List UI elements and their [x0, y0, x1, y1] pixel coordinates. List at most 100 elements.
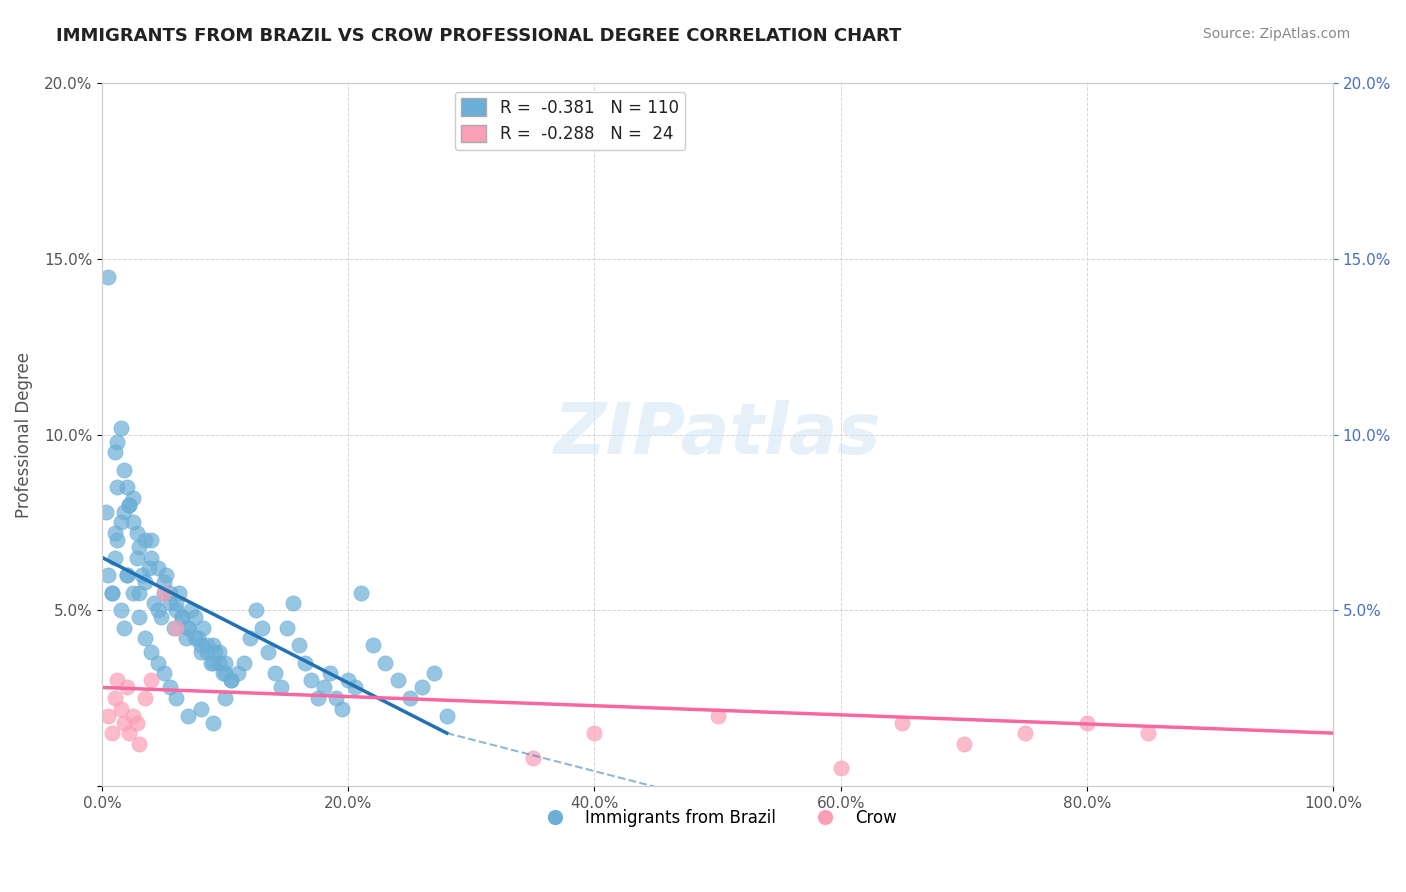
Point — [201, 656, 224, 670]
Point — [211, 666, 233, 681]
Point — [221, 673, 243, 688]
Point — [150, 610, 173, 624]
Point — [165, 596, 187, 610]
Point — [387, 673, 409, 688]
Point — [190, 638, 212, 652]
Point — [134, 533, 156, 547]
Point — [159, 585, 181, 599]
Point — [110, 420, 132, 434]
Point — [162, 621, 184, 635]
Point — [204, 645, 226, 659]
Point — [214, 666, 236, 681]
Point — [307, 691, 329, 706]
Point — [583, 726, 606, 740]
Point — [128, 610, 150, 624]
Point — [159, 681, 181, 695]
Text: ZIPatlas: ZIPatlas — [554, 401, 882, 469]
Point — [343, 681, 366, 695]
Point — [399, 691, 422, 706]
Point — [105, 673, 128, 688]
Point — [294, 656, 316, 670]
Point — [276, 621, 298, 635]
Point — [122, 585, 145, 599]
Point — [146, 656, 169, 670]
Point — [183, 632, 205, 646]
Point — [142, 596, 165, 610]
Point — [101, 585, 124, 599]
Point — [125, 715, 148, 730]
Point — [830, 761, 852, 775]
Point — [411, 681, 433, 695]
Point — [208, 645, 231, 659]
Point — [180, 603, 202, 617]
Point — [312, 681, 335, 695]
Point — [330, 701, 353, 715]
Point — [250, 621, 273, 635]
Point — [97, 708, 120, 723]
Point — [167, 585, 190, 599]
Point — [146, 603, 169, 617]
Point — [288, 638, 311, 652]
Point — [195, 645, 218, 659]
Point — [103, 525, 125, 540]
Point — [110, 516, 132, 530]
Point — [706, 708, 728, 723]
Point — [112, 715, 135, 730]
Point — [112, 505, 135, 519]
Point — [110, 701, 132, 715]
Point — [125, 525, 148, 540]
Point — [105, 480, 128, 494]
Point — [152, 575, 174, 590]
Point — [191, 621, 214, 635]
Point — [232, 656, 254, 670]
Point — [141, 673, 163, 688]
Point — [115, 480, 138, 494]
Point — [299, 673, 322, 688]
Point — [110, 603, 132, 617]
Point — [183, 610, 205, 624]
Point — [97, 269, 120, 284]
Point — [201, 715, 224, 730]
Point — [131, 568, 153, 582]
Point — [201, 638, 224, 652]
Point — [118, 498, 141, 512]
Point — [138, 561, 160, 575]
Point — [134, 691, 156, 706]
Point — [952, 737, 974, 751]
Point — [152, 666, 174, 681]
Point — [101, 585, 124, 599]
Point — [115, 568, 138, 582]
Point — [122, 516, 145, 530]
Point — [374, 656, 396, 670]
Point — [115, 681, 138, 695]
Point — [281, 596, 304, 610]
Point — [436, 708, 458, 723]
Point — [141, 645, 163, 659]
Point — [325, 691, 347, 706]
Point — [361, 638, 384, 652]
Point — [190, 645, 212, 659]
Point — [195, 638, 218, 652]
Point — [245, 603, 267, 617]
Point — [319, 666, 342, 681]
Point — [263, 666, 285, 681]
Point — [226, 666, 249, 681]
Point — [112, 621, 135, 635]
Point — [152, 585, 174, 599]
Y-axis label: Professional Degree: Professional Degree — [15, 351, 32, 517]
Point — [165, 603, 187, 617]
Point — [125, 550, 148, 565]
Point — [172, 610, 194, 624]
Point — [337, 673, 360, 688]
Point — [159, 596, 181, 610]
Point — [214, 691, 236, 706]
Point — [134, 575, 156, 590]
Point — [94, 505, 117, 519]
Text: IMMIGRANTS FROM BRAZIL VS CROW PROFESSIONAL DEGREE CORRELATION CHART: IMMIGRANTS FROM BRAZIL VS CROW PROFESSIO… — [56, 27, 901, 45]
Point — [1076, 715, 1098, 730]
Text: Source: ZipAtlas.com: Source: ZipAtlas.com — [1202, 27, 1350, 41]
Point — [97, 568, 120, 582]
Point — [118, 498, 141, 512]
Point — [1137, 726, 1160, 740]
Legend: Immigrants from Brazil, Crow: Immigrants from Brazil, Crow — [531, 802, 904, 834]
